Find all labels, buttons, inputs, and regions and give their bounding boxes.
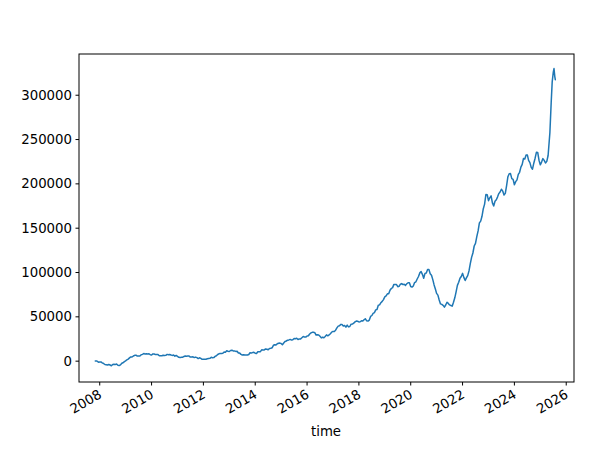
y-tick-label: 50000	[30, 309, 72, 324]
x-tick-label: 2022	[430, 387, 467, 417]
x-tick-label: 2016	[275, 387, 312, 417]
x-tick-label: 2008	[67, 387, 104, 417]
x-tick-label: 2026	[534, 387, 571, 417]
x-axis-label: time	[311, 424, 341, 439]
matplotlib-figure: 2008 2010 2012 2014 2016 2018 2020 2022 2024 2026…	[0, 0, 607, 466]
y-tick-label: 250000	[21, 132, 72, 147]
data-line-layer	[95, 69, 555, 366]
x-tick-label: 2012	[171, 387, 208, 417]
chart-svg: 2008 2010 2012 2014 2016 2018 2020 2022 2024 2026…	[0, 0, 607, 466]
x-tick-label: 2020	[378, 387, 415, 417]
y-tick-label: 200000	[21, 176, 72, 191]
x-tick-label: 2014	[223, 387, 260, 417]
y-tick-label: 150000	[21, 221, 72, 236]
axis-ticks: 2008 2010 2012 2014 2016 2018 2020 2022 2024 2026…	[21, 88, 570, 417]
y-tick-label: 0	[64, 354, 72, 369]
x-tick-label: 2010	[119, 387, 156, 417]
x-tick-label: 2024	[482, 387, 519, 417]
plot-border	[79, 54, 574, 382]
y-tick-label: 100000	[21, 265, 72, 280]
data-line	[95, 69, 555, 366]
y-tick-label: 300000	[21, 88, 72, 103]
x-tick-label: 2018	[327, 387, 364, 417]
